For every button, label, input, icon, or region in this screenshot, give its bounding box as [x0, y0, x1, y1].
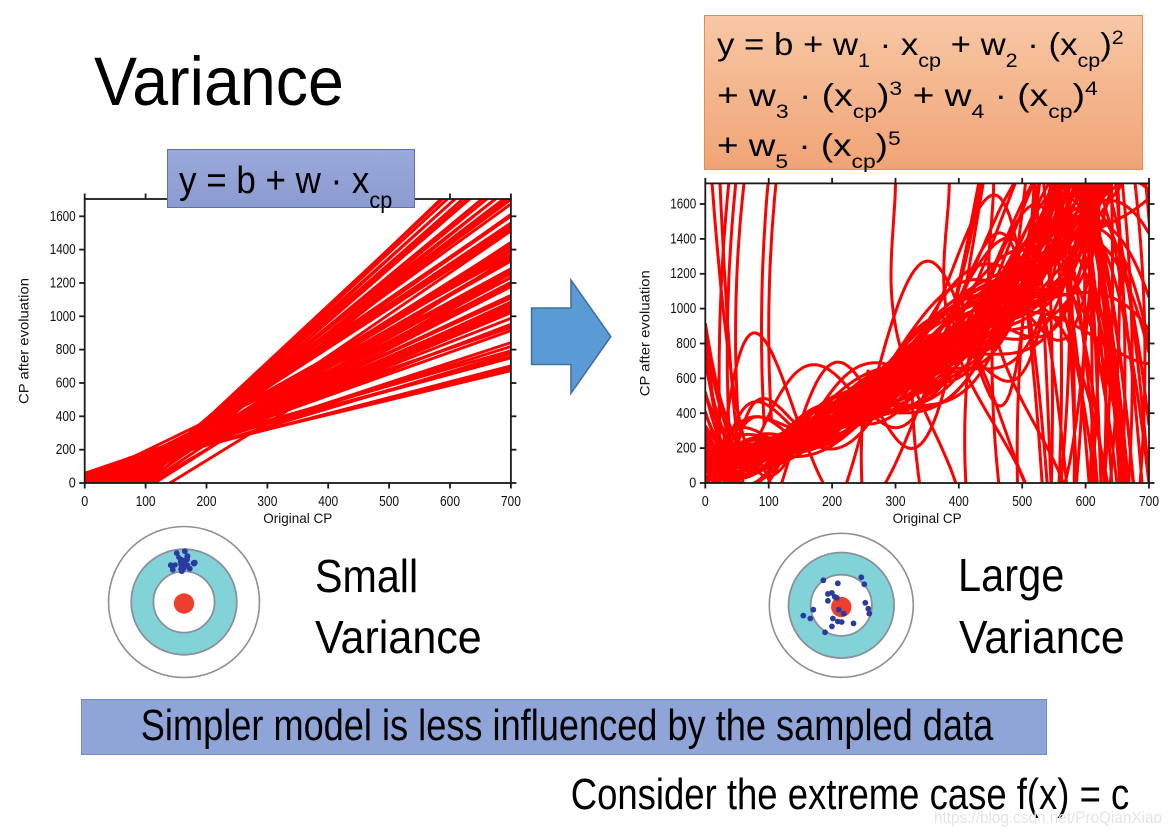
svg-text:200: 200 [822, 494, 842, 510]
svg-text:100: 100 [759, 494, 779, 510]
svg-text:Original CP: Original CP [893, 510, 962, 526]
svg-text:600: 600 [440, 494, 460, 510]
svg-text:500: 500 [1012, 494, 1032, 510]
svg-text:0: 0 [69, 476, 76, 492]
svg-text:1600: 1600 [50, 209, 76, 225]
svg-text:400: 400 [949, 494, 969, 510]
svg-text:Original CP: Original CP [263, 510, 332, 526]
svg-text:400: 400 [56, 409, 76, 425]
svg-text:CP after evoluation: CP after evoluation [16, 278, 32, 404]
svg-text:800: 800 [56, 342, 76, 358]
svg-text:500: 500 [379, 494, 399, 510]
svg-text:400: 400 [676, 406, 696, 422]
svg-text:200: 200 [197, 494, 217, 510]
svg-text:1000: 1000 [50, 309, 76, 325]
svg-text:300: 300 [257, 494, 277, 510]
svg-text:600: 600 [56, 376, 76, 392]
svg-text:600: 600 [676, 371, 696, 387]
svg-text:300: 300 [886, 494, 906, 510]
svg-text:1600: 1600 [670, 197, 696, 213]
svg-text:0: 0 [81, 494, 88, 510]
svg-text:600: 600 [1076, 494, 1096, 510]
svg-text:200: 200 [676, 441, 696, 457]
svg-text:1400: 1400 [670, 231, 696, 247]
svg-text:1200: 1200 [670, 266, 696, 282]
svg-text:100: 100 [136, 494, 156, 510]
svg-text:1400: 1400 [50, 242, 76, 258]
svg-text:0: 0 [689, 476, 696, 492]
svg-text:1000: 1000 [670, 301, 696, 317]
svg-text:700: 700 [501, 494, 521, 510]
svg-text:400: 400 [318, 494, 338, 510]
svg-text:700: 700 [1139, 494, 1159, 510]
svg-text:0: 0 [702, 494, 709, 510]
svg-text:CP after evoluation: CP after evoluation [636, 270, 652, 396]
svg-text:200: 200 [56, 442, 76, 458]
svg-text:800: 800 [676, 336, 696, 352]
svg-text:1200: 1200 [50, 276, 76, 292]
